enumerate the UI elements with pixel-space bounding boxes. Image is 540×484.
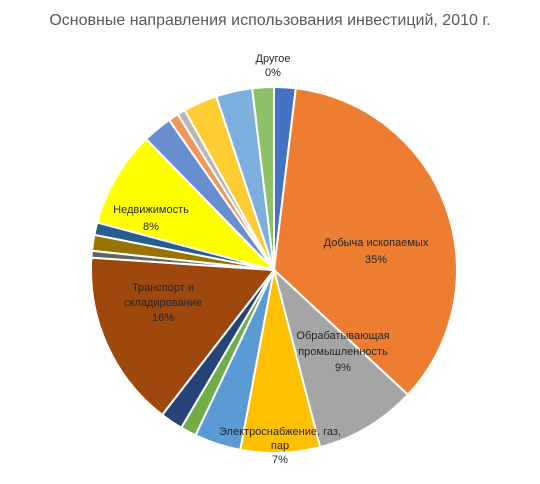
slice-label: Транспорт и складирование 16% (124, 282, 202, 324)
slice-percent: 9% (335, 362, 351, 374)
pie-slice (90, 256, 276, 417)
slice-percent: 0% (265, 67, 281, 79)
slice-percent: 16% (152, 312, 174, 324)
slice-label: Другое 0% (256, 53, 291, 79)
pie-slice (272, 266, 410, 449)
slice-label: Недвижимость 8% (113, 204, 189, 233)
pie-slice (272, 87, 458, 397)
pie-slice (251, 85, 275, 271)
pie-slice (96, 137, 278, 272)
chart-title: Основные направления использования инвес… (49, 12, 491, 29)
slice-percent: 7% (272, 454, 288, 466)
slice-percent: 8% (143, 221, 159, 233)
slice-label: Электроснабжение, газ, пар 7% (219, 426, 341, 466)
slice-percent: 35% (365, 254, 387, 266)
slice-label: Добыча ископаемых 35% (324, 237, 429, 266)
slice-label: Обрабатывающая промышленность 9% (296, 330, 389, 374)
